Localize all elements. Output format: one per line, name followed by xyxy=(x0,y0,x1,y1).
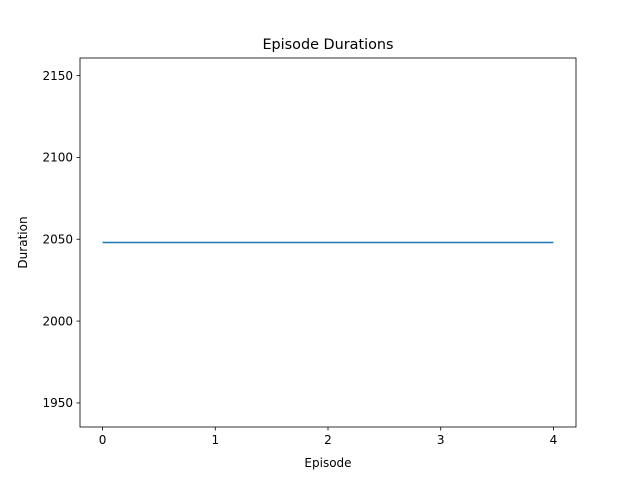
y-tick-label: 1950 xyxy=(42,396,73,410)
x-tick-label: 4 xyxy=(550,433,558,447)
y-tick-label: 2150 xyxy=(42,69,73,83)
y-tick-label: 2100 xyxy=(42,151,73,165)
x-tick-label: 2 xyxy=(324,433,332,447)
x-tick-label: 1 xyxy=(211,433,219,447)
y-tick-label: 2000 xyxy=(42,314,73,328)
x-tick-label: 0 xyxy=(99,433,107,447)
x-tick-label: 3 xyxy=(437,433,445,447)
plot-area xyxy=(80,58,576,427)
y-tick-label: 2050 xyxy=(42,233,73,247)
y-axis-label: Duration xyxy=(16,216,30,268)
x-axis-label: Episode xyxy=(304,456,351,470)
chart-title: Episode Durations xyxy=(262,37,393,53)
